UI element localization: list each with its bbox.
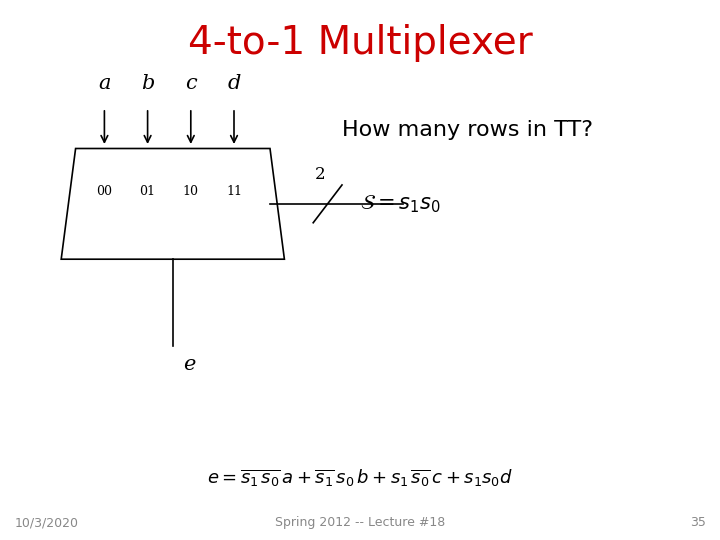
Text: How many rows in TT?: How many rows in TT? bbox=[343, 119, 593, 140]
Text: Spring 2012 -- Lecture #18: Spring 2012 -- Lecture #18 bbox=[275, 516, 445, 529]
Text: b: b bbox=[141, 74, 154, 93]
Text: 35: 35 bbox=[690, 516, 706, 529]
Text: d: d bbox=[228, 74, 240, 93]
Text: 10/3/2020: 10/3/2020 bbox=[14, 516, 78, 529]
Text: 01: 01 bbox=[140, 185, 156, 198]
Text: 00: 00 bbox=[96, 185, 112, 198]
Text: 10: 10 bbox=[183, 185, 199, 198]
Text: 11: 11 bbox=[226, 185, 242, 198]
Text: $e = \overline{s_1}\,\overline{s_0}\,a + \overline{s_1}\,s_0\,b + s_1\,\overline: $e = \overline{s_1}\,\overline{s_0}\,a +… bbox=[207, 467, 513, 489]
Text: e: e bbox=[184, 355, 196, 374]
Text: 2: 2 bbox=[315, 166, 325, 183]
Text: a: a bbox=[98, 74, 111, 93]
Text: $\mathcal{S}= s_1 s_0$: $\mathcal{S}= s_1 s_0$ bbox=[360, 193, 441, 214]
Text: c: c bbox=[185, 74, 197, 93]
Text: 4-to-1 Multiplexer: 4-to-1 Multiplexer bbox=[188, 24, 532, 62]
